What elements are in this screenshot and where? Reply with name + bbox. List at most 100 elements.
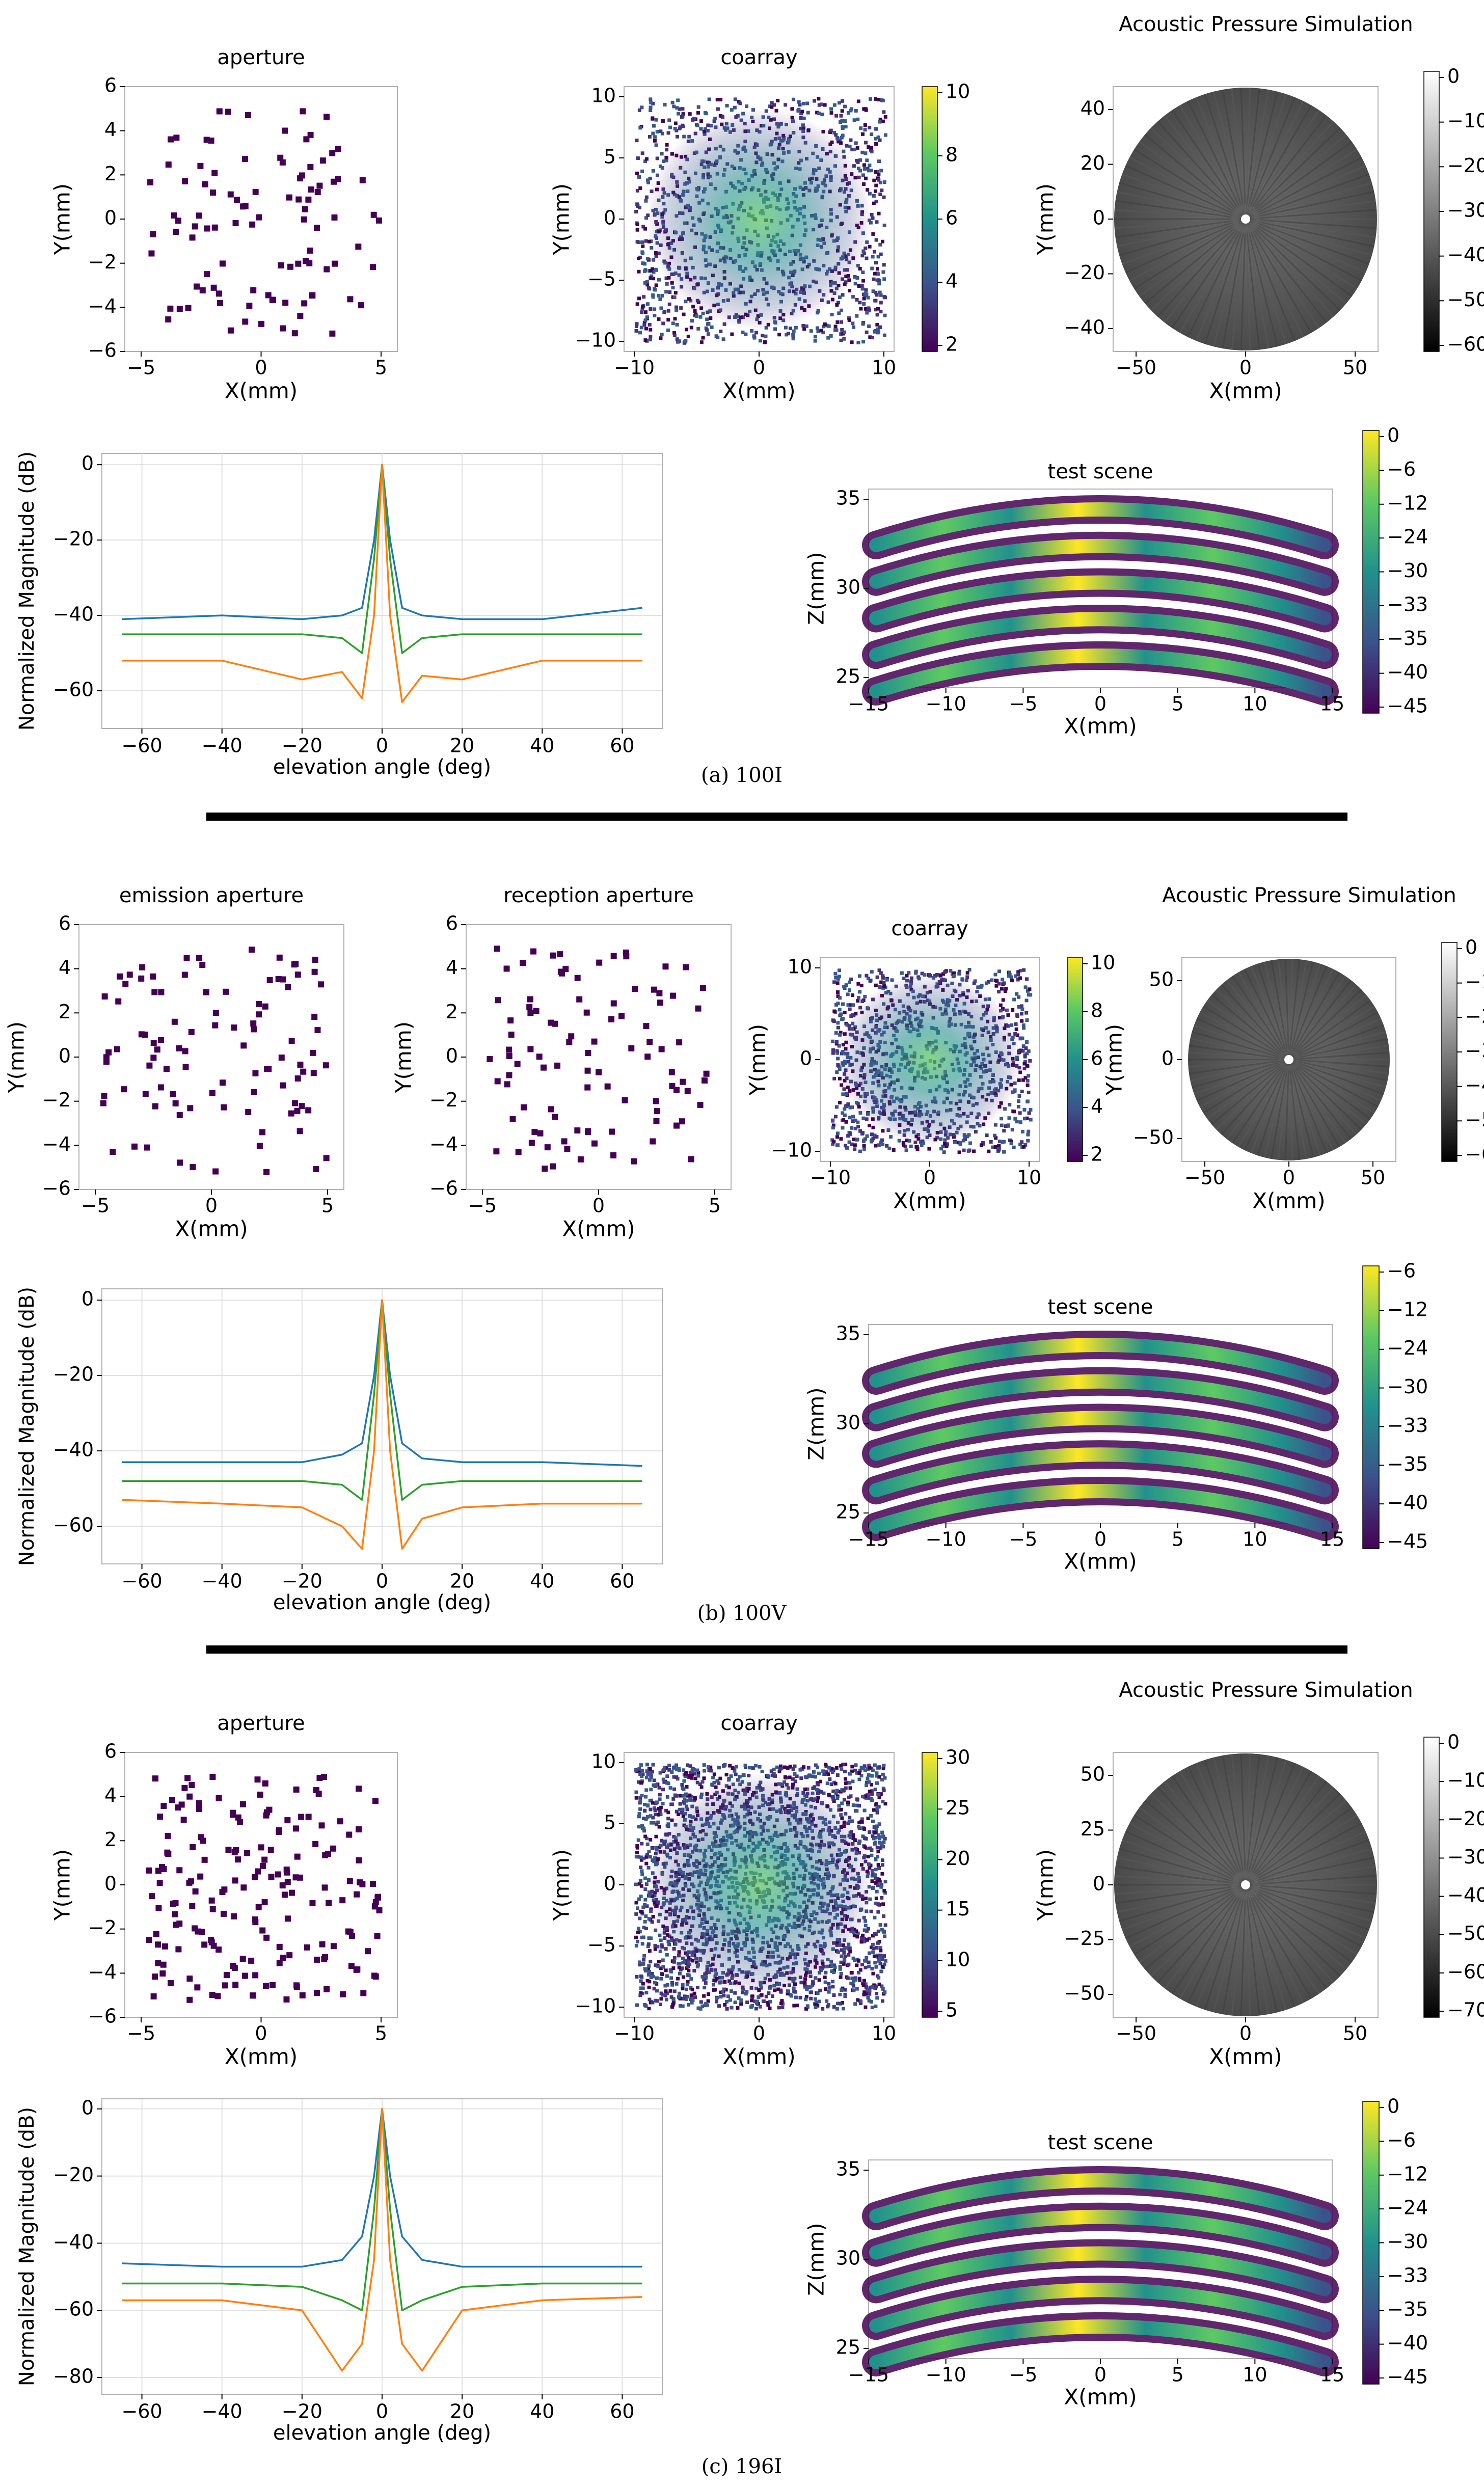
coarray-point — [850, 1105, 854, 1109]
aperture-element — [584, 1084, 591, 1091]
coarray-point — [874, 127, 878, 131]
coarray-point — [831, 1142, 835, 1146]
coarray-point — [875, 267, 879, 271]
aperture-element — [211, 170, 218, 176]
coarray-point — [1026, 1083, 1030, 1087]
coarray-point — [865, 311, 869, 315]
y-tick-label: −6 — [88, 339, 117, 362]
coarray-point — [1007, 1116, 1011, 1120]
aperture-element — [235, 1856, 241, 1863]
coarray-point — [881, 976, 885, 980]
coarray-point — [865, 1956, 869, 1960]
coarray-point — [833, 325, 838, 329]
coarray-point — [803, 1775, 807, 1779]
coarray-point — [796, 109, 800, 113]
y-tick-label: −20 — [1064, 261, 1105, 284]
scene-colorbar: 0−6−12−24−30−33−35−40−45 — [1362, 424, 1428, 717]
aperture-element — [295, 260, 302, 267]
x-tick-label: 5 — [321, 1195, 334, 1217]
coarray-point — [832, 1970, 836, 1975]
aperture-element — [148, 250, 155, 257]
y-tick-label: 30 — [836, 576, 860, 599]
coarray-point — [949, 969, 953, 973]
aperture-element — [561, 1138, 568, 1145]
coarray-point — [875, 1996, 879, 2000]
aperture-element — [282, 300, 289, 306]
coarray-point — [643, 269, 647, 273]
coarray-point — [638, 126, 642, 130]
coarray-point — [874, 137, 878, 141]
coarray-point — [813, 1997, 817, 2001]
coarray-point — [787, 332, 791, 336]
coarray-point — [643, 1876, 647, 1880]
colorbar-tick-label: −40 — [1387, 1492, 1428, 1514]
coarray-point — [705, 328, 709, 332]
pressure-plot: Acoustic Pressure Simulation−50 0 5040200−… — [1033, 13, 1484, 403]
coarray-point — [877, 1835, 881, 1839]
coarray-point — [841, 293, 845, 297]
aperture-element — [683, 964, 689, 970]
colorbar-tick-label: −10 — [1465, 970, 1484, 993]
aperture-element — [608, 1016, 615, 1022]
panel-caption: (a) 100I — [701, 764, 783, 787]
coarray-point — [1010, 1140, 1014, 1144]
coarray-point — [683, 1994, 687, 1998]
coarray-point — [1021, 1023, 1026, 1028]
coarray-point — [874, 1144, 878, 1148]
x-axis-label: X(mm) — [1064, 1549, 1137, 1574]
subplot-title: aperture — [217, 1712, 305, 1735]
coarray-point — [879, 1885, 883, 1889]
aperture-element — [155, 1905, 162, 1911]
coarray-point — [835, 1131, 840, 1136]
panel-c: aperture−5 0 56420−2−4−6X(mm)Y(mm)coarray−… — [15, 1679, 1484, 2478]
coarray-point — [635, 1846, 639, 1850]
aperture-element — [521, 1104, 527, 1111]
aperture-element — [372, 1973, 379, 1980]
coarray-point — [651, 101, 655, 105]
coarray-point — [1021, 1078, 1025, 1082]
coarray-point — [836, 990, 840, 994]
pressure-ray — [1237, 1059, 1290, 1148]
aperture-element — [323, 1155, 330, 1161]
aperture-element — [249, 947, 255, 953]
coarray-point — [879, 252, 883, 256]
coarray-point — [646, 178, 650, 182]
coarray-point — [813, 1775, 817, 1779]
y-tick-label: −2 — [88, 1916, 117, 1939]
colorbar-tick-label: −24 — [1387, 526, 1428, 548]
aperture-element — [209, 1090, 215, 1096]
coarray-point — [1002, 1129, 1006, 1133]
colorbar-body — [1362, 430, 1380, 714]
aperture-element — [249, 221, 256, 228]
coarray-point — [638, 1801, 642, 1805]
x-tick-label: −5 — [127, 2022, 155, 2045]
aperture-element — [172, 1100, 179, 1106]
coarray-point — [904, 1148, 908, 1152]
aperture-element — [304, 1944, 310, 1951]
coarray-point — [849, 1003, 853, 1007]
aperture-element — [173, 134, 180, 141]
coarray-point — [662, 1766, 666, 1770]
pressure-ray — [1277, 1059, 1290, 1160]
pressure-ray — [1288, 960, 1307, 1060]
pressure-ray — [1284, 959, 1290, 1060]
coarray-point — [883, 133, 887, 137]
coarray-point — [858, 1968, 862, 1972]
pressure-ray — [1288, 1031, 1386, 1061]
coarray-point — [660, 294, 664, 298]
coarray-point — [641, 244, 645, 248]
coarray-point — [939, 1147, 943, 1151]
aperture-element — [187, 1105, 194, 1112]
coarray-point — [649, 307, 653, 311]
aperture-element — [527, 996, 533, 1003]
aperture-element — [653, 1118, 660, 1124]
coarray-point — [785, 333, 789, 337]
coarray-point — [653, 313, 657, 317]
coarray-point — [650, 1798, 654, 1802]
colorbar-tick-label: −60 — [1447, 333, 1484, 356]
aperture-element — [138, 975, 145, 982]
aperture-element — [370, 1881, 376, 1887]
coarray-point — [672, 333, 677, 337]
aperture-element — [233, 197, 240, 203]
coarray-point — [647, 322, 652, 327]
